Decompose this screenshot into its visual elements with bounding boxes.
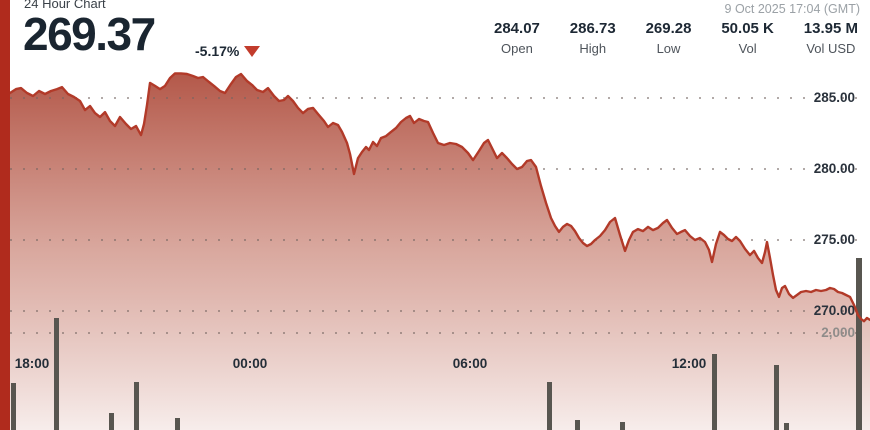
volume-bar: [175, 418, 180, 430]
ohlc-stats-row: 284.07 Open 286.73 High 269.28 Low 50.05…: [494, 21, 858, 56]
stat-volume-label: Vol: [738, 41, 757, 56]
price-line: [8, 72, 870, 323]
volume-bar: [784, 423, 789, 430]
y-axis-price-label: 275.00: [813, 232, 855, 247]
price-gridline: [10, 97, 868, 99]
volume-gridline: [10, 332, 868, 334]
stat-volume: 50.05 K Vol: [721, 21, 774, 56]
x-axis-time-label: 06:00: [452, 356, 488, 371]
stat-open: 284.07 Open: [494, 21, 540, 56]
stat-low-value: 269.28: [645, 20, 692, 37]
stat-high-label: High: [579, 41, 607, 56]
stat-volume-usd-value: 13.95 M: [803, 20, 858, 37]
y-axis-price-label: 280.00: [813, 161, 855, 176]
price-gridline: [10, 168, 868, 170]
volume-bar: [774, 365, 779, 430]
stat-volume-value: 50.05 K: [721, 20, 774, 37]
stat-open-value: 284.07: [494, 20, 540, 37]
price-change-percent: -5.17%: [195, 43, 240, 59]
stat-volume-usd: 13.95 M Vol USD: [804, 21, 858, 56]
y-axis-volume-label: 2,000: [821, 325, 855, 340]
price-gridline: [10, 310, 868, 312]
stat-volume-usd-label: Vol USD: [806, 41, 856, 56]
down-triangle-icon: [244, 46, 260, 57]
volume-bar: [856, 258, 862, 430]
volume-bar: [11, 383, 16, 430]
volume-bar: [575, 420, 580, 430]
stat-low-label: Low: [656, 41, 681, 56]
y-axis-price-label: 285.00: [813, 90, 855, 105]
stat-low: 269.28 Low: [646, 21, 692, 56]
stat-high-value: 286.73: [569, 20, 616, 37]
x-axis-time-label: 12:00: [671, 356, 707, 371]
price-gridline: [10, 239, 868, 241]
x-axis-time-label: 00:00: [232, 356, 268, 371]
y-axis-price-label: 270.00: [813, 303, 855, 318]
stat-open-label: Open: [501, 41, 533, 56]
chart-title: 24 Hour Chart: [24, 0, 106, 11]
chart-left-edge-marker: [0, 0, 10, 430]
x-axis-time-label: 18:00: [14, 356, 50, 371]
volume-bar: [620, 422, 625, 430]
last-price: 269.37: [23, 8, 156, 60]
volume-bar: [547, 382, 552, 430]
quote-timestamp: 9 Oct 2025 17:04 (GMT): [724, 2, 860, 16]
volume-bar: [109, 413, 114, 430]
volume-bar: [134, 382, 139, 430]
volume-bar: [712, 354, 717, 430]
stat-high: 286.73 High: [570, 21, 616, 56]
price-area-fill: [10, 73, 870, 430]
volume-bar: [54, 318, 59, 430]
